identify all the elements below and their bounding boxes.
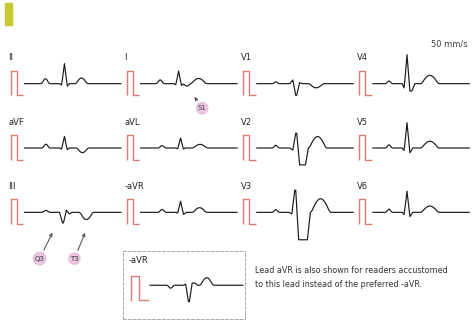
Text: II: II	[8, 53, 13, 63]
Text: I: I	[124, 53, 127, 63]
Text: S1: S1	[195, 98, 207, 111]
Text: -aVR: -aVR	[124, 182, 144, 191]
Text: Q3: Q3	[35, 234, 52, 262]
Text: aVL: aVL	[124, 118, 140, 127]
Bar	[5, 4, 12, 25]
Text: V6: V6	[356, 182, 368, 191]
Text: V1: V1	[240, 53, 252, 63]
Text: Pulmonary embolism: Pulmonary embolism	[18, 8, 143, 21]
Text: V5: V5	[356, 118, 368, 127]
Text: V4: V4	[356, 53, 368, 63]
Text: -aVR: -aVR	[128, 256, 148, 265]
Text: III: III	[8, 182, 16, 191]
Text: Lead aVR is also shown for readers accustomed
to this lead instead of the prefer: Lead aVR is also shown for readers accus…	[255, 266, 447, 289]
Text: T3: T3	[70, 234, 85, 262]
Text: V2: V2	[240, 118, 252, 127]
Text: V3: V3	[240, 182, 252, 191]
Text: aVF: aVF	[8, 118, 24, 127]
Text: 50 mm/s: 50 mm/s	[431, 39, 467, 49]
